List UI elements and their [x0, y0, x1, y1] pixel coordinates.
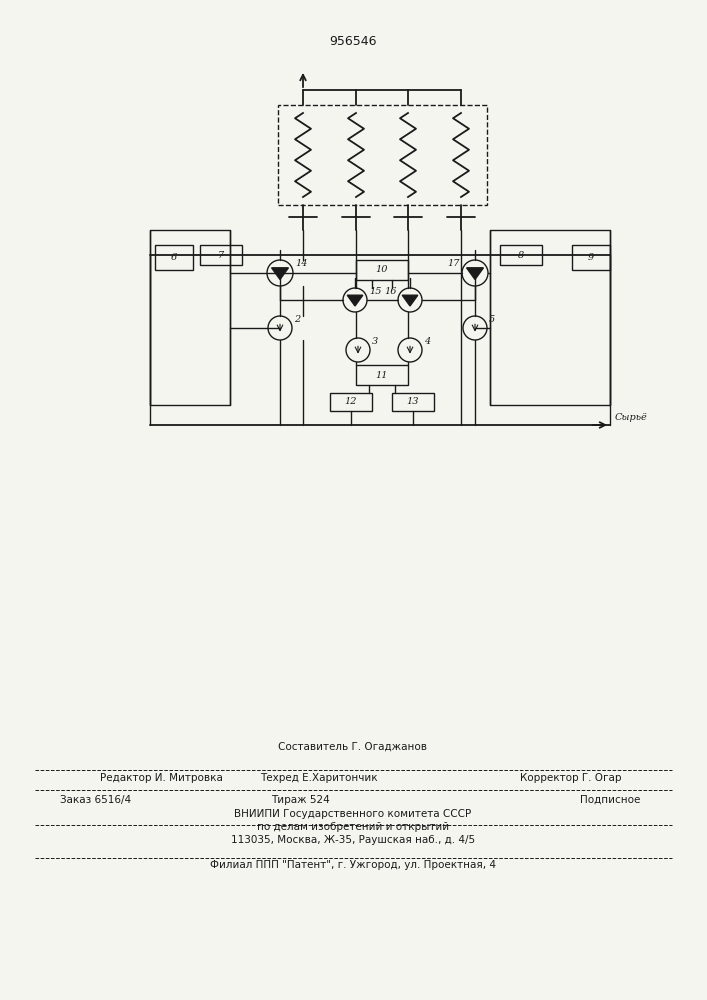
Text: 12: 12 [345, 397, 357, 406]
Text: по делам изобретений и открытий: по делам изобретений и открытий [257, 822, 449, 832]
Text: 17: 17 [447, 258, 460, 267]
Bar [356, 260, 408, 280]
Polygon shape [402, 295, 418, 306]
Text: Составитель Г. Огаджанов: Составитель Г. Огаджанов [279, 742, 428, 752]
Polygon shape [467, 268, 484, 279]
Text: 2: 2 [294, 316, 300, 324]
Bar [155, 245, 193, 270]
Text: Филиал ППП "Патент", г. Ужгород, ул. Проектная, 4: Филиал ППП "Патент", г. Ужгород, ул. Про… [210, 860, 496, 870]
Text: 10: 10 [375, 265, 388, 274]
Bar [356, 365, 408, 385]
Bar [392, 393, 434, 411]
Text: Заказ 6516/4: Заказ 6516/4 [60, 795, 131, 805]
Text: 11: 11 [375, 370, 388, 379]
Polygon shape [347, 295, 363, 306]
Text: 5: 5 [489, 316, 495, 324]
Text: 6: 6 [171, 253, 177, 262]
Text: 4: 4 [424, 338, 431, 347]
Bar [572, 245, 610, 270]
Bar [200, 245, 242, 265]
Bar [330, 393, 372, 411]
Bar [150, 230, 230, 405]
Bar [490, 230, 610, 405]
Text: 13: 13 [407, 397, 419, 406]
Text: Тираж 524: Тираж 524 [271, 795, 329, 805]
Text: 113035, Москва, Ж-35, Раушская наб., д. 4/5: 113035, Москва, Ж-35, Раушская наб., д. … [231, 835, 475, 845]
Text: Подписное: Подписное [580, 795, 641, 805]
Text: ВНИИПИ Государственного комитета СССР: ВНИИПИ Государственного комитета СССР [235, 809, 472, 819]
Text: 8: 8 [518, 250, 524, 259]
Text: Редактор И. Митровка: Редактор И. Митровка [100, 773, 223, 783]
Text: 16: 16 [384, 288, 397, 296]
Bar [278, 105, 487, 205]
Text: 15: 15 [369, 288, 382, 296]
Text: 14: 14 [295, 258, 308, 267]
Text: 3: 3 [372, 338, 378, 347]
Text: 956546: 956546 [329, 35, 377, 48]
Text: Корректор Г. Огар: Корректор Г. Огар [520, 773, 621, 783]
Text: 7: 7 [218, 250, 224, 259]
Bar [500, 245, 542, 265]
Text: Сырьё: Сырьё [615, 413, 648, 422]
Text: Техред Е.Харитончик: Техред Е.Харитончик [260, 773, 378, 783]
Polygon shape [271, 268, 288, 279]
Text: 9: 9 [588, 253, 594, 262]
